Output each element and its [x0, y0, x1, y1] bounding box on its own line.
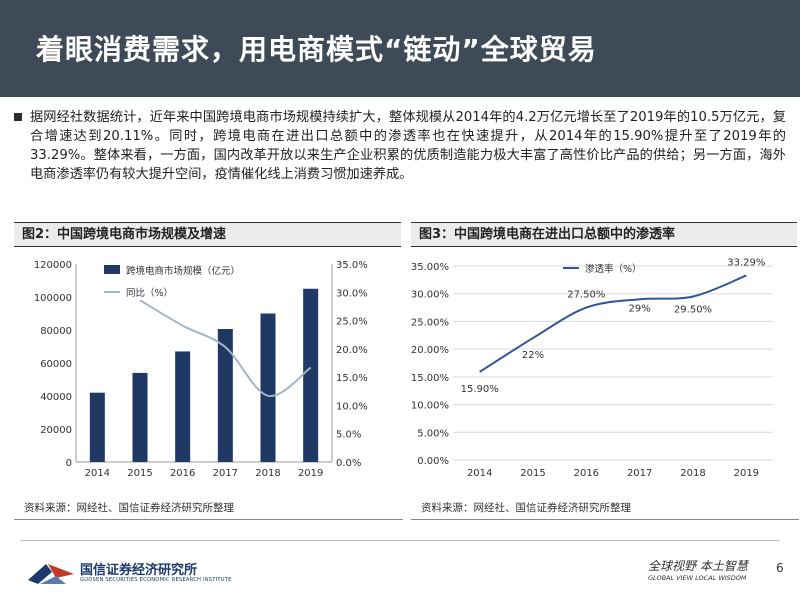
- bar: [175, 351, 191, 462]
- data-label: 29.50%: [674, 304, 712, 315]
- page-number: 6: [776, 561, 784, 575]
- logo-name-cn: 国信证券经济研究所: [80, 563, 198, 578]
- x-tick-label: 2015: [127, 468, 152, 479]
- y-tick-label: 0.00%: [417, 456, 449, 467]
- page-title: 着眼消费需求，用电商模式“链动”全球贸易: [36, 33, 597, 66]
- slogan-cn: 全球视野 本土智慧: [648, 559, 748, 573]
- figure-2-source: 资料来源：网经社、国信证券经济研究所整理: [14, 497, 403, 520]
- y-tick-label: 20000: [40, 425, 72, 436]
- bar: [132, 372, 148, 462]
- y-tick-label: 5.00%: [417, 428, 449, 439]
- y2-tick-label: 5.0%: [336, 430, 361, 441]
- y2-tick-label: 0.0%: [336, 458, 361, 469]
- y-tick-label: 15.00%: [411, 373, 449, 384]
- bar: [260, 313, 276, 462]
- y2-tick-label: 30.0%: [336, 288, 368, 299]
- data-label: 29%: [629, 303, 651, 314]
- y-tick-label: 40000: [40, 392, 72, 403]
- growth-line: [139, 299, 312, 397]
- bar: [89, 392, 105, 462]
- summary-paragraph: 据网经社数据统计，近年来中国跨境电商市场规模持续扩大，整体规模从2014年的4.…: [14, 108, 786, 184]
- y2-tick-label: 25.0%: [336, 317, 368, 328]
- figure-2-title: 图2：中国跨境电商市场规模及增速: [14, 222, 401, 247]
- x-tick-label: 2015: [520, 468, 545, 479]
- data-label: 15.90%: [461, 384, 499, 395]
- x-tick-label: 2017: [627, 468, 652, 479]
- y-tick-label: 120000: [34, 260, 72, 271]
- y-tick-label: 100000: [34, 293, 72, 304]
- legend-bar-swatch: [104, 265, 120, 274]
- summary-text: 据网经社数据统计，近年来中国跨境电商市场规模持续扩大，整体规模从2014年的4.…: [30, 110, 786, 182]
- y2-tick-label: 20.0%: [336, 345, 368, 356]
- figure-3-title: 图3：中国跨境电商在进出口总额中的渗透率: [411, 222, 797, 247]
- x-tick-label: 2019: [298, 468, 323, 479]
- legend-line-label: 同比（%）: [126, 287, 173, 299]
- y2-tick-label: 15.0%: [336, 373, 368, 384]
- guosen-logo-icon: [28, 564, 74, 584]
- y-tick-label: 25.00%: [411, 317, 449, 328]
- x-tick-label: 2019: [734, 468, 759, 479]
- data-label: 22%: [522, 350, 544, 361]
- x-tick-label: 2016: [170, 468, 195, 479]
- data-label: 33.29%: [727, 257, 765, 268]
- data-label: 27.50%: [567, 290, 605, 301]
- bar: [303, 288, 319, 462]
- x-tick-label: 2014: [85, 468, 110, 479]
- x-tick-label: 2018: [255, 468, 280, 479]
- market-size-chart: 0 20000 40000 60000 80000 100000 120000 0.0% 5.0…: [34, 260, 368, 479]
- y-tick-label: 35.00%: [411, 262, 449, 273]
- legend-line-label: 渗透率（%）: [585, 263, 642, 275]
- logo-name-en: GUOSEN SECURITIES ECONOMIC RESEARCH INST…: [80, 577, 232, 583]
- title-bar: 着眼消费需求，用电商模式“链动”全球贸易: [0, 0, 800, 97]
- y-tick-label: 60000: [40, 359, 72, 370]
- x-tick-label: 2018: [680, 468, 705, 479]
- x-tick-label: 2014: [467, 468, 492, 479]
- y-tick-label: 0: [66, 458, 72, 469]
- penetration-line: [479, 274, 747, 373]
- slogan-en: GLOBAL VIEW LOCAL WISDOM: [648, 574, 747, 582]
- y2-tick-label: 10.0%: [336, 401, 368, 412]
- legend-bar-label: 跨境电商市场规模（亿元）: [126, 265, 240, 277]
- penetration-rate-chart: 0.00% 5.00% 10.00% 15.00% 20.00% 25.00% 30.00%…: [411, 257, 773, 479]
- x-tick-label: 2017: [213, 468, 238, 479]
- y-tick-label: 80000: [40, 326, 72, 337]
- y-tick-label: 30.00%: [411, 290, 449, 301]
- footer-divider: [20, 540, 780, 541]
- y-tick-label: 20.00%: [411, 345, 449, 356]
- figure-3-source: 资料来源：网经社、国信证券经济研究所整理: [411, 497, 799, 520]
- x-tick-label: 2016: [574, 468, 599, 479]
- bar: [217, 329, 233, 462]
- bullet-square-icon: [14, 113, 22, 121]
- y-tick-label: 10.00%: [411, 401, 449, 412]
- y2-tick-label: 35.0%: [336, 260, 368, 271]
